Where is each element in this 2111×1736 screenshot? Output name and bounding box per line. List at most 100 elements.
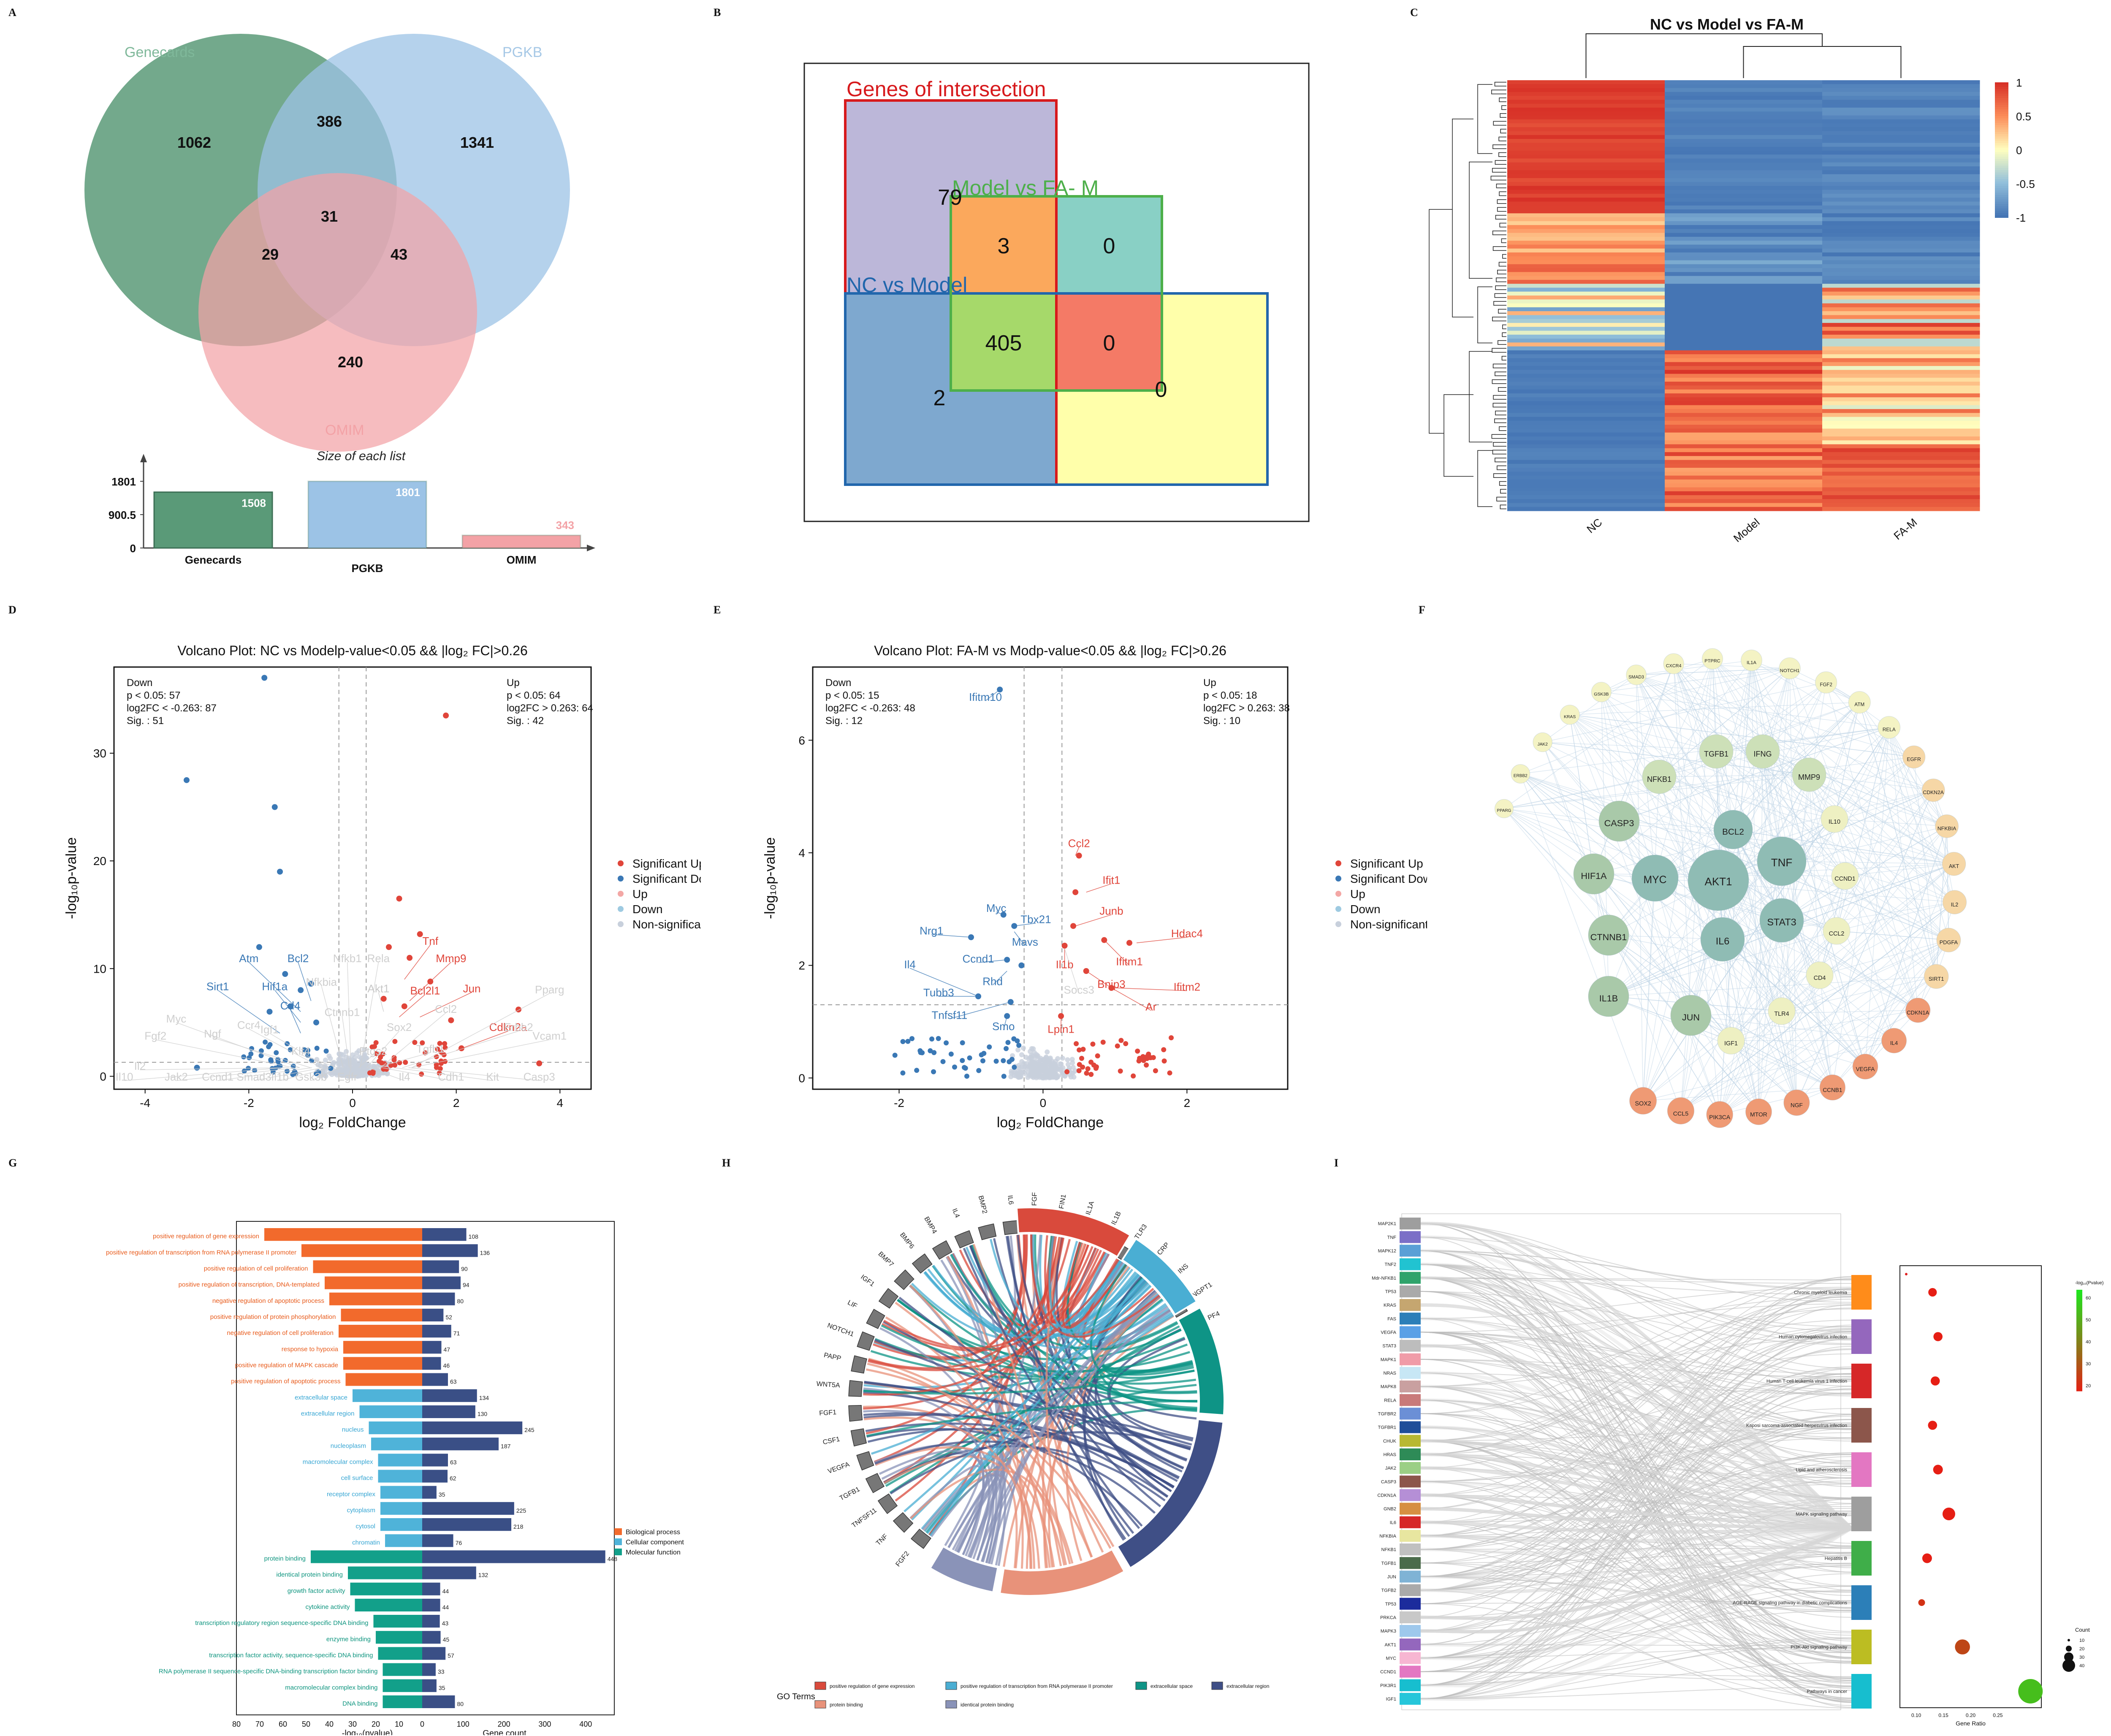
chord-gene-segment — [978, 1223, 997, 1240]
network-node-label: PDGFA — [1940, 939, 1958, 946]
dot-plot-point — [1955, 1639, 1970, 1655]
legend-gradient-step — [1995, 177, 2008, 180]
heatmap-cell — [1665, 475, 1823, 480]
gene-label: Atm — [239, 952, 258, 965]
dendrogram-leaf — [1493, 442, 1506, 447]
sankey-gene-node — [1400, 1218, 1421, 1230]
network-edge — [1636, 674, 1914, 757]
network-edge — [1809, 774, 1837, 931]
sankey-flow — [1420, 1222, 1853, 1530]
heatmap-cell — [1822, 166, 1980, 171]
sankey-flow — [1420, 1303, 1853, 1530]
network-edge — [1569, 714, 1782, 1012]
sankey-flow — [1420, 1481, 1852, 1524]
heatmap-cell — [1822, 201, 1980, 206]
point-nonsig — [1024, 1061, 1029, 1066]
heatmap-cell — [1822, 366, 1980, 370]
heatmap-cell — [1822, 495, 1980, 499]
go-pvalue-bar — [376, 1631, 422, 1644]
point-sig-up — [373, 1040, 379, 1045]
heatmap-cell — [1665, 350, 1823, 355]
heatmap-cell — [1507, 284, 1665, 288]
chord-ribbon — [1078, 1252, 1167, 1344]
network-node — [1629, 1087, 1657, 1115]
sankey-flow — [1420, 1644, 1852, 1646]
heatmap-cell — [1665, 119, 1823, 124]
sankey-gene-node — [1400, 1272, 1421, 1284]
dendrogram-branch — [1477, 286, 1492, 344]
network-node — [1670, 995, 1712, 1036]
sankey-flow — [1420, 1344, 1852, 1530]
network-node-label: MTOR — [1750, 1111, 1767, 1118]
heatmap-cell — [1507, 178, 1665, 182]
go-count-bar — [422, 1373, 448, 1386]
heatmap-cell — [1822, 483, 1980, 488]
point-nonsig — [1016, 1063, 1022, 1068]
heatmap-cell — [1507, 264, 1665, 269]
point-nonsig — [343, 1069, 348, 1074]
dendrogram-branch — [1477, 450, 1492, 507]
heatmap-cell — [1665, 158, 1823, 163]
heatmap-cell — [1507, 366, 1665, 370]
network-edge — [1659, 776, 1731, 1041]
heatmap-cell — [1507, 279, 1665, 284]
sankey-flow — [1420, 1332, 1852, 1658]
network-edge — [1781, 863, 1954, 921]
go-left-tick: 50 — [302, 1720, 310, 1728]
go-count-label: 76 — [456, 1539, 462, 1546]
heatmap-cell — [1665, 143, 1823, 147]
sankey-pathway-node — [1851, 1497, 1872, 1531]
chord-ribbon — [904, 1282, 1148, 1513]
point-sig-down — [928, 1048, 933, 1053]
heatmap-panel: NC vs Model vs FA-M 10.50-0.5-1 NC Model F… — [1429, 16, 2035, 545]
heatmap-cell — [1822, 307, 1980, 312]
sankey-flow — [1420, 1527, 1852, 1634]
go-count-label: 33 — [438, 1668, 445, 1675]
legend-gradient-step — [1995, 168, 2008, 171]
go-count-bar — [422, 1244, 478, 1257]
venn-panel: Genecards PGKB OMIM 1062 386 1341 31 29 … — [84, 34, 595, 575]
heatmap-cell — [1507, 92, 1665, 96]
volcano-fam-vs-model: Volcano Plot: FA-M vs Modp-value<0.05 &&… — [762, 643, 1427, 1131]
point-sig-up — [420, 1040, 425, 1046]
network-edge — [1832, 976, 1937, 1088]
point-nonsig — [336, 1051, 342, 1057]
sankey-flow — [1420, 1439, 1852, 1530]
network-edge — [1659, 659, 1713, 777]
sankey-gene-node — [1400, 1381, 1421, 1393]
dot-color-legend-step — [2076, 1313, 2082, 1316]
heatmap-cell — [1665, 331, 1823, 335]
legend-gradient-step — [1995, 100, 2008, 103]
heatmap-cell — [1665, 417, 1823, 421]
heatmap-cell — [1665, 444, 1823, 449]
chord-ribbon — [874, 1339, 1191, 1451]
heatmap-cell — [1507, 107, 1665, 112]
go-pvalue-bar — [380, 1518, 422, 1531]
go-term-label: protein binding — [264, 1555, 306, 1562]
gene-label: Ccnd1 — [202, 1071, 233, 1083]
heatmap-cell — [1507, 158, 1665, 163]
heatmap-cell — [1822, 107, 1980, 112]
heatmap-cell — [1822, 327, 1980, 331]
gene-label-leader — [1104, 940, 1130, 966]
heatmap-cell — [1665, 205, 1823, 210]
up-stat: p < 0.05: 64 — [507, 690, 560, 701]
sankey-gene-node — [1400, 1285, 1421, 1297]
sankey-pathway-label: PI3K-Akt signaling pathway — [1791, 1645, 1847, 1650]
chord-legend-label: protein binding — [830, 1702, 863, 1708]
heatmap-cell — [1507, 389, 1665, 394]
network-node — [1783, 1089, 1810, 1116]
heatmap-cell — [1507, 299, 1665, 304]
heatmap-cell — [1507, 256, 1665, 261]
point-nonsig — [1060, 1055, 1065, 1061]
point-nonsig — [332, 1071, 337, 1076]
sankey-gene-node — [1400, 1421, 1421, 1433]
gene-label: Il10 — [116, 1071, 133, 1083]
heatmap-cell — [1822, 370, 1980, 374]
go-count-bar — [422, 1470, 448, 1483]
point-sig-up — [380, 995, 387, 1002]
network-edge — [1520, 668, 1790, 774]
dot-color-legend-step — [2076, 1368, 2082, 1371]
sankey-flow — [1420, 1223, 1852, 1681]
dot-color-legend-tick: 50 — [2086, 1318, 2091, 1323]
